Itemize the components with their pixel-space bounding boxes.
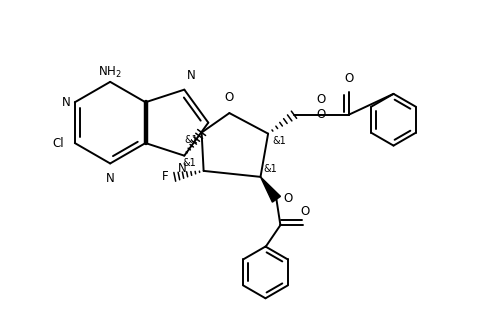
Text: O: O [283, 192, 292, 205]
Text: &1: &1 [184, 135, 198, 145]
Text: N: N [62, 96, 71, 109]
Text: &1: &1 [263, 164, 277, 175]
Text: F: F [162, 170, 169, 183]
Text: O: O [225, 91, 234, 104]
Text: NH$_2$: NH$_2$ [98, 65, 122, 80]
Text: N: N [187, 69, 196, 82]
Text: O: O [301, 205, 310, 218]
Text: O: O [317, 93, 326, 106]
Text: O: O [344, 72, 353, 85]
Polygon shape [260, 177, 280, 202]
Text: N: N [106, 172, 115, 185]
Text: &1: &1 [272, 136, 286, 146]
Text: &1: &1 [183, 158, 196, 168]
Text: N: N [178, 162, 186, 175]
Text: O: O [317, 108, 326, 121]
Text: Cl: Cl [52, 137, 64, 149]
